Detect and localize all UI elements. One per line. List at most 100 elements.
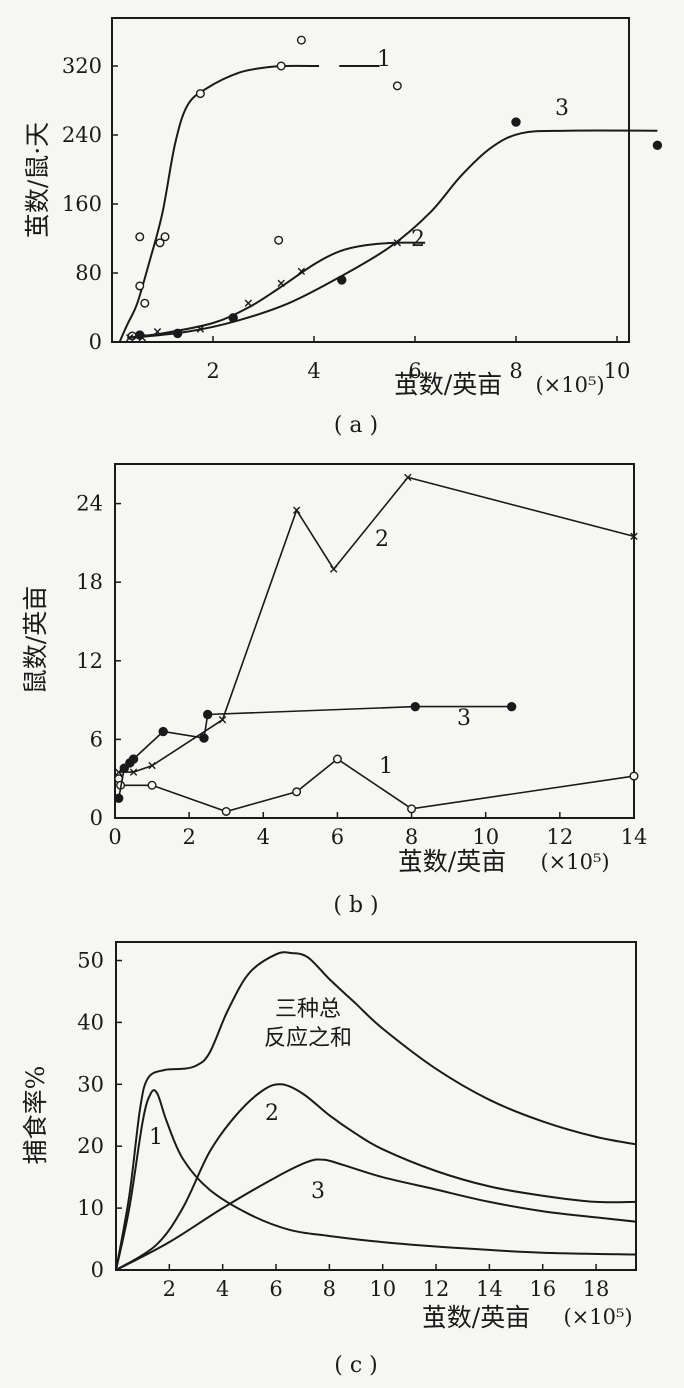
x-tick-label-b: 10: [472, 825, 499, 849]
x-tick-label-a: 10: [604, 359, 631, 383]
y-tick-label-c: 10: [77, 1196, 104, 1220]
series-a-2-label: 2: [411, 227, 425, 252]
x-axis-label-b: 茧数/英亩: [398, 847, 506, 876]
x-tick-label-c: 8: [323, 1277, 336, 1301]
chart-panel-c: 捕食率% 茧数/英亩 (×10⁵) ( c ) 2 4 6 8 10 12 14 16 18 0 1…: [21, 941, 637, 1378]
series-c-2-label: 2: [265, 1101, 279, 1126]
x-tick-label-c: 6: [269, 1277, 282, 1301]
series-b-1-point: [221, 806, 231, 816]
series-b-3-point: [410, 701, 420, 712]
series-a-1-point: [195, 89, 205, 99]
x-tick-label-a: 8: [509, 359, 522, 383]
x-tick-label-c: 10: [369, 1277, 396, 1301]
x-tick-label-c: 18: [583, 1277, 610, 1301]
x-tick-label-c: 2: [163, 1277, 176, 1301]
series-a-1-point: [135, 232, 145, 242]
y-tick-label-a: 0: [89, 330, 102, 354]
series-a-3-point: [135, 330, 145, 340]
x-tick-label-c: 16: [529, 1277, 556, 1301]
x-tick-label-b: 12: [546, 825, 573, 849]
series-b-3-point: [506, 701, 517, 712]
series-b-1-point: [292, 787, 302, 797]
y-tick-label-b: 18: [76, 570, 103, 594]
series-b-3-point: [114, 793, 124, 804]
series-b-2-line: [118, 476, 635, 773]
x-axis-unit-b: (×10⁵): [540, 850, 609, 874]
series-a-1-point: [160, 232, 170, 242]
series-c-2-curve: [115, 1083, 637, 1271]
y-tick-label-a: 80: [75, 261, 102, 285]
series-a-2-point: [297, 267, 306, 275]
series-b-3-point: [202, 709, 213, 720]
panel-label-c: ( c ): [334, 1353, 377, 1378]
x-tick-label-a: 2: [206, 359, 219, 383]
annotation-c: 三种总反应之和: [264, 997, 352, 1051]
series-a-3-point: [511, 117, 521, 127]
series-a-3-label: 3: [555, 96, 569, 121]
series-c-1-curve: [115, 1089, 637, 1271]
y-tick-label-a: 240: [62, 123, 102, 147]
series-b-1-point: [629, 771, 639, 781]
series-a-1-curve: [118, 64, 320, 343]
series-a-1-point: [296, 35, 306, 45]
series-a-1-point: [135, 281, 145, 291]
x-tick-label-c: 4: [216, 1277, 229, 1301]
y-tick-label-b: 6: [90, 727, 103, 751]
x-axis-label-c: 茧数/英亩: [422, 1303, 530, 1332]
x-tick-label-c: 12: [423, 1277, 450, 1301]
plot-area-c: 1 2 3 三种总反应之和: [115, 951, 637, 1271]
series-b-1-line: [117, 758, 635, 813]
series-b-2-point: [129, 768, 138, 776]
series-a-2-point: [277, 279, 285, 288]
series-b-3-point: [128, 754, 139, 764]
y-tick-label-c: 20: [77, 1134, 104, 1158]
series-a-3-point: [228, 313, 238, 323]
chart-panel-b: 鼠数/英亩 茧数/英亩 (×10⁵) ( b ) 0 2 4 6 8 10 12 140612…: [21, 463, 647, 918]
chart-panel-a: 茧数/鼠·天 茧数/英亩 (×10⁵) ( a ) 2 4 6 8 10 0 80 160 24…: [23, 17, 663, 438]
ticks-a: 2 4 6 8 10 0 80 160 240 320: [62, 54, 630, 383]
series-b-1-point: [407, 804, 417, 814]
x-tick-label-a: 6: [408, 359, 421, 383]
series-a-1-label: 1: [377, 47, 391, 72]
x-tick-label-b: 8: [405, 825, 418, 849]
y-tick-label-a: 160: [62, 192, 102, 216]
series-c-4-curve: [115, 951, 637, 1271]
x-axis-unit-a: (×10⁵): [535, 373, 604, 397]
y-tick-label-b: 0: [90, 806, 103, 830]
series-b-2-point: [404, 473, 412, 482]
plot-area-b: 1 2 3: [114, 473, 639, 816]
series-c-3-curve: [115, 1158, 637, 1271]
y-axis-label-a: 茧数/鼠·天: [23, 122, 52, 238]
y-tick-label-a: 320: [62, 54, 102, 78]
x-axis-unit-c: (×10⁵): [563, 1305, 632, 1329]
y-tick-label-b: 12: [76, 649, 103, 673]
plot-area-a: 1 2 3: [118, 35, 663, 343]
series-a-3-point: [172, 328, 183, 339]
series-a-2-curve: [127, 241, 426, 339]
x-tick-label-c: 14: [476, 1277, 503, 1301]
y-axis-label-c: 捕食率%: [21, 1066, 50, 1165]
series-b-3-point: [158, 726, 168, 737]
y-tick-label-c: 50: [77, 949, 104, 973]
series-a-2-point: [125, 333, 134, 342]
series-a-1-point: [276, 61, 286, 71]
x-tick-label-b: 2: [182, 825, 195, 849]
x-tick-label-a: 4: [307, 359, 320, 383]
plot-frame-c: [115, 941, 637, 1271]
plot-frame-b: [114, 463, 635, 819]
series-a-2-point: [153, 327, 162, 336]
series-a-3-point: [337, 275, 347, 285]
x-tick-label-b: 0: [108, 825, 121, 849]
series-c-3-label: 3: [311, 1179, 325, 1204]
y-tick-label-c: 0: [91, 1258, 104, 1282]
series-b-2-point: [218, 716, 227, 724]
series-b-1-label: 1: [379, 754, 393, 779]
x-axis-label-a: 茧数/英亩: [394, 370, 502, 399]
series-a-3-curve: [132, 129, 658, 339]
series-b-2-point: [630, 532, 638, 541]
series-b-2-point: [292, 506, 301, 514]
y-tick-label-c: 40: [77, 1010, 104, 1034]
panel-label-b: ( b ): [333, 893, 378, 918]
